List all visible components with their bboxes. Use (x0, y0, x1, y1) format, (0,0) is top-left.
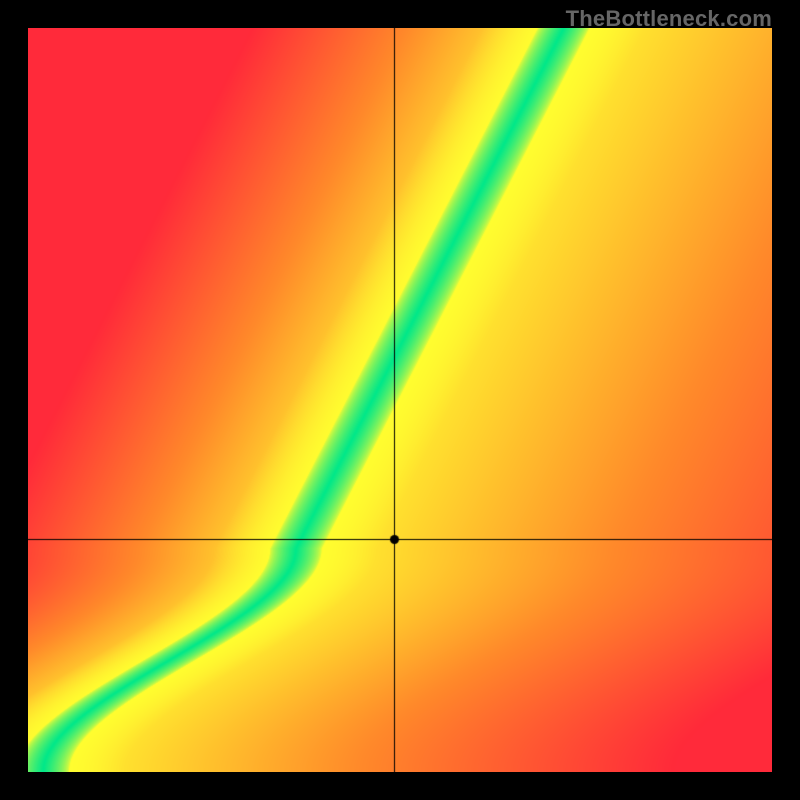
heatmap-canvas (28, 28, 772, 772)
watermark-text: TheBottleneck.com (566, 6, 772, 32)
chart-container: TheBottleneck.com (0, 0, 800, 800)
plot-area (28, 28, 772, 772)
